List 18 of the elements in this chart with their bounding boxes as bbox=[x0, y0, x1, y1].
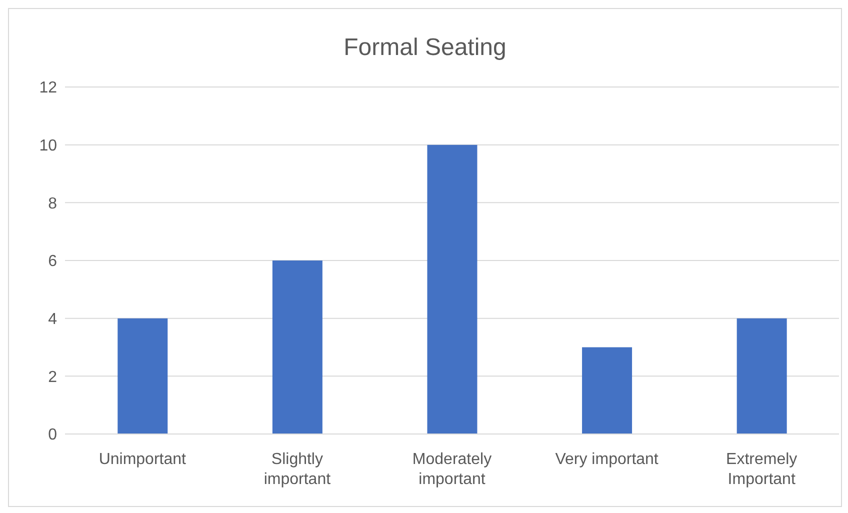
x-tick-label: Very important bbox=[555, 451, 659, 468]
x-tick-label: Extremely Important bbox=[726, 451, 798, 488]
y-tick-label: 6 bbox=[48, 253, 58, 270]
bar bbox=[736, 318, 787, 434]
x-tick-label: Moderately important bbox=[412, 451, 492, 488]
y-tick-label: 12 bbox=[39, 80, 58, 97]
bar bbox=[118, 318, 168, 434]
y-tick-label: 10 bbox=[39, 138, 58, 155]
y-tick-label: 4 bbox=[48, 311, 58, 328]
bar bbox=[427, 144, 478, 434]
bar bbox=[272, 260, 322, 434]
bar bbox=[582, 347, 632, 434]
y-tick-label: 0 bbox=[48, 426, 58, 444]
chart-title: Formal Seating bbox=[342, 33, 508, 63]
y-tick-label: 2 bbox=[48, 368, 58, 386]
x-tick-label: Unimportant bbox=[98, 451, 187, 468]
y-tick-label: 8 bbox=[48, 195, 58, 212]
x-tick-label: Slightly important bbox=[264, 451, 332, 488]
